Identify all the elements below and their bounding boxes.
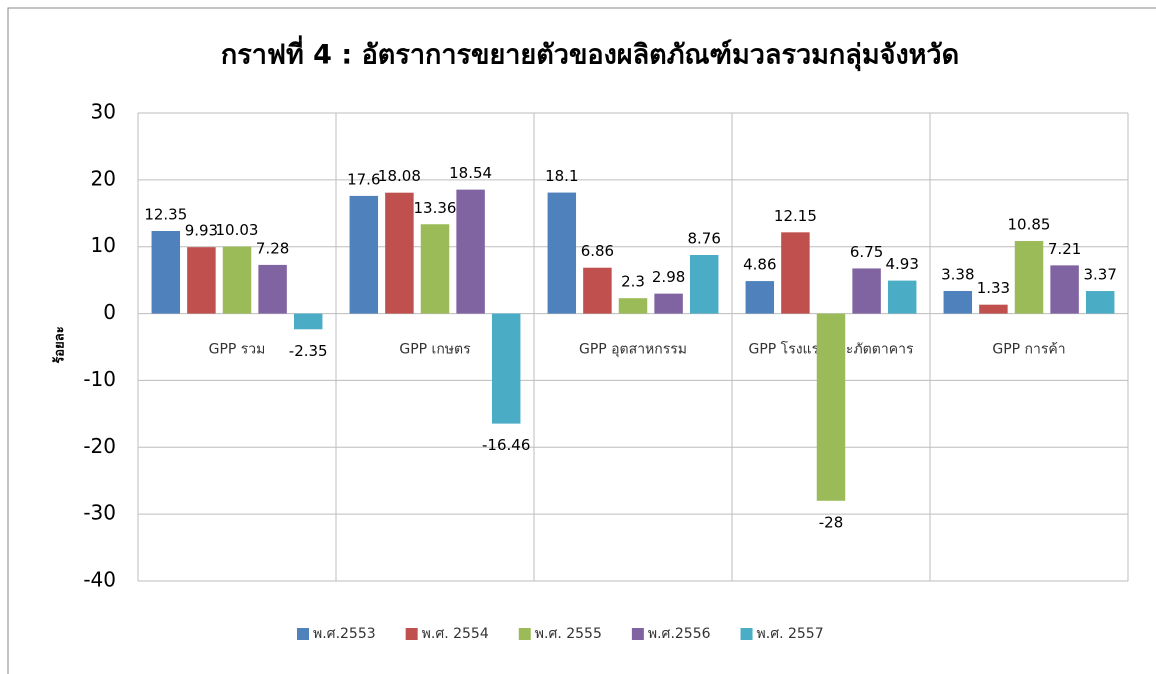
data-label: 1.33: [977, 279, 1010, 297]
bar: [456, 189, 485, 314]
legend-swatch: [631, 628, 644, 640]
y-tick-label: -30: [83, 501, 116, 525]
data-label: 3.38: [941, 265, 974, 283]
data-label: 3.37: [1083, 266, 1116, 284]
y-tick-label: 20: [91, 166, 116, 190]
data-label: 18.08: [378, 167, 421, 185]
data-label: 6.86: [581, 242, 614, 260]
bar: [1085, 291, 1115, 314]
data-label: 4.86: [743, 256, 776, 274]
bar: [420, 224, 450, 314]
legend-label: พ.ศ. 2555: [535, 626, 602, 642]
bar: [349, 195, 379, 314]
data-label: 2.98: [652, 268, 685, 286]
bar: [1014, 241, 1044, 314]
data-label: 18.54: [449, 164, 492, 182]
data-label: 9.93: [185, 222, 218, 240]
bar: [151, 231, 181, 314]
bar: [1050, 265, 1079, 314]
legend-label: พ.ศ.2553: [313, 626, 376, 642]
x-tick-label: GPP อุตสาหกรรม: [579, 342, 687, 358]
bar: [618, 298, 648, 314]
data-label: -16.46: [482, 436, 530, 454]
y-tick-label: 0: [103, 300, 116, 324]
data-label: -2.35: [289, 342, 328, 360]
legend-swatch: [405, 628, 418, 640]
bar: [654, 293, 683, 314]
legend-swatch: [297, 628, 309, 640]
data-label: 4.93: [885, 255, 918, 273]
x-tick-label: GPP รวม: [209, 342, 266, 358]
legend-label: พ.ศ. 2557: [757, 626, 824, 642]
data-label: 10.85: [1008, 216, 1051, 234]
legend-label: พ.ศ.2556: [648, 626, 711, 642]
bar: [943, 290, 973, 314]
bar: [689, 255, 719, 314]
bar: [187, 247, 216, 314]
data-label: 7.21: [1048, 240, 1081, 258]
bar: [222, 246, 252, 314]
x-tick-label: GPP การค้า: [992, 342, 1065, 358]
y-tick-label: 10: [91, 233, 116, 257]
y-tick-label: -10: [83, 367, 116, 391]
bar: [781, 232, 810, 314]
bar: [979, 304, 1008, 314]
data-label: 7.28: [256, 239, 289, 257]
x-tick-label: GPP เกษตร: [399, 342, 471, 358]
bar: [745, 281, 775, 314]
data-label: 10.03: [216, 221, 259, 239]
y-axis-label: ร้อยละ: [52, 326, 68, 363]
data-label: 13.36: [414, 199, 457, 217]
bar: [547, 192, 577, 314]
legend-swatch: [740, 628, 753, 640]
bar: [258, 264, 287, 314]
bar: [293, 313, 323, 330]
chart-title: กราฟที่ 4 : อัตราการขยายตัวของผลิตภัณฑ์ม…: [221, 35, 959, 72]
legend-swatch: [518, 628, 531, 640]
y-tick-label: -20: [83, 434, 116, 458]
bar: [491, 313, 521, 424]
data-label: 18.1: [545, 167, 578, 185]
data-label: -28: [819, 513, 844, 531]
chart-border: [7, 7, 1156, 674]
legend-label: พ.ศ. 2554: [422, 626, 489, 642]
bar: [816, 313, 846, 501]
data-label: 17.6: [347, 170, 380, 188]
data-label: 12.35: [144, 206, 187, 224]
bar: [887, 280, 917, 314]
data-label: 2.3: [621, 273, 645, 291]
data-label: 8.76: [687, 230, 720, 248]
data-label: 12.15: [774, 207, 817, 225]
y-tick-label: 30: [91, 100, 116, 124]
bar: [385, 192, 414, 314]
y-tick-label: -40: [83, 568, 116, 592]
bar: [583, 267, 612, 314]
bar: [852, 268, 881, 314]
data-label: 6.75: [850, 243, 883, 261]
